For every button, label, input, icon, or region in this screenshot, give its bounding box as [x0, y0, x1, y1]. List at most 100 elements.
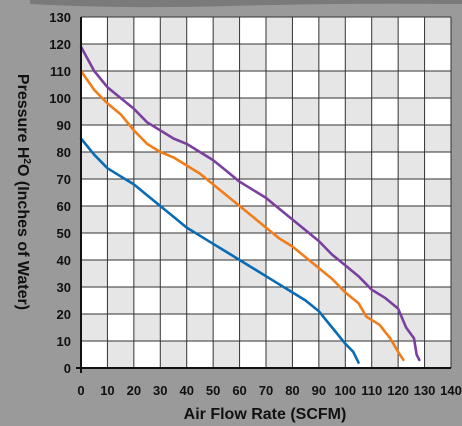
y-tick-label: 100	[49, 91, 71, 106]
grid-cell	[213, 125, 240, 152]
grid-cell	[213, 287, 240, 314]
grid-cell	[133, 71, 161, 98]
grid-cell	[398, 287, 425, 314]
grid-cell	[398, 260, 425, 287]
x-tick-label: 80	[285, 383, 299, 398]
x-tick-label: 10	[100, 383, 114, 398]
grid-cell	[398, 17, 425, 44]
grid-cell	[424, 125, 451, 152]
grid-cell	[133, 287, 161, 314]
grid-cell	[318, 341, 346, 368]
x-tick-label: 120	[387, 383, 409, 398]
grid-cell	[239, 98, 266, 125]
grid-cell	[160, 71, 187, 98]
grid-cell	[371, 233, 399, 260]
x-tick-label: 60	[232, 383, 246, 398]
grid-cell	[292, 44, 319, 71]
grid-cell	[160, 260, 187, 287]
y-tick-label: 130	[49, 10, 71, 25]
grid-cell	[81, 98, 108, 125]
x-tick-label: 30	[153, 383, 167, 398]
grid-cell	[424, 179, 451, 206]
grid-cell	[186, 260, 214, 287]
grid-cell	[424, 98, 451, 125]
series-line	[79, 69, 405, 362]
x-tick-label: 90	[312, 383, 326, 398]
grid-cell	[424, 71, 451, 98]
grid-cell	[239, 314, 266, 341]
grid-cell	[371, 44, 399, 71]
grid-cell	[371, 260, 399, 287]
grid-cell	[160, 179, 187, 206]
grid-cell	[371, 179, 399, 206]
grid-cell	[345, 152, 372, 179]
grid-cell	[160, 17, 187, 44]
grid-cell	[318, 17, 346, 44]
x-tick-label: 100	[334, 383, 356, 398]
grid-cell	[213, 260, 240, 287]
x-tick-label: 50	[206, 383, 220, 398]
grid-cell	[213, 98, 240, 125]
grid-cell	[133, 44, 161, 71]
grid-cell	[266, 71, 293, 98]
grid-cell	[371, 314, 399, 341]
grid-cell	[160, 287, 187, 314]
grid-cell	[398, 179, 425, 206]
grid-cell	[81, 287, 108, 314]
grid-cell	[81, 44, 108, 71]
grid-cell	[398, 71, 425, 98]
x-tick-label: 20	[127, 383, 141, 398]
grid-cell	[81, 341, 108, 368]
grid-cell	[81, 17, 108, 44]
x-tick-label: 140	[440, 383, 462, 398]
grid-cell	[133, 260, 161, 287]
y-tick-label: 90	[57, 118, 71, 133]
grid-cell	[292, 17, 319, 44]
grid-cell	[107, 98, 134, 125]
grid-cell	[186, 314, 214, 341]
grid-cell	[186, 233, 214, 260]
grid-cell	[81, 206, 108, 233]
grid-cell	[371, 71, 399, 98]
grid-cell	[160, 314, 187, 341]
grid-cell	[371, 17, 399, 44]
grid-cell	[107, 179, 134, 206]
y-tick-label: 60	[57, 199, 71, 214]
grid-cell	[318, 206, 346, 233]
grid-cell	[345, 206, 372, 233]
grid-cell	[398, 206, 425, 233]
y-tick-labels: 0 10 20 30 40 50 60 70 80 90 100 110 120 130	[49, 10, 71, 376]
grid-cell	[81, 314, 108, 341]
grid-cell	[107, 152, 134, 179]
x-tick-label: 0	[77, 383, 84, 398]
y-tick-label: 10	[57, 334, 71, 349]
grid-cell	[107, 233, 134, 260]
y-tick-label: 120	[49, 37, 71, 52]
grid-cell	[239, 71, 266, 98]
grid-cell	[318, 287, 346, 314]
series-line	[79, 45, 421, 362]
grid-cell	[133, 17, 161, 44]
grid-cell	[107, 287, 134, 314]
grid-cell	[107, 44, 134, 71]
grid-cell	[292, 314, 319, 341]
x-tick-labels: 0 10 20 30 40 50 60 70 80 90 100 110 120 130 140	[77, 383, 461, 398]
grid-cell	[318, 125, 346, 152]
grid-cell	[371, 98, 399, 125]
grid-cell	[266, 98, 293, 125]
grid-cell	[133, 206, 161, 233]
y-axis-label-sup: 2	[21, 158, 32, 164]
grid-cell	[186, 17, 214, 44]
grid-cell	[107, 125, 134, 152]
grid-cell	[318, 179, 346, 206]
grid-cell	[107, 206, 134, 233]
grid-cell	[239, 125, 266, 152]
grid-cell	[186, 44, 214, 71]
grid-cell	[133, 125, 161, 152]
grid-cell	[186, 179, 214, 206]
grid-cell	[266, 260, 293, 287]
y-tick-label: 50	[57, 226, 71, 241]
grid-cell	[186, 341, 214, 368]
